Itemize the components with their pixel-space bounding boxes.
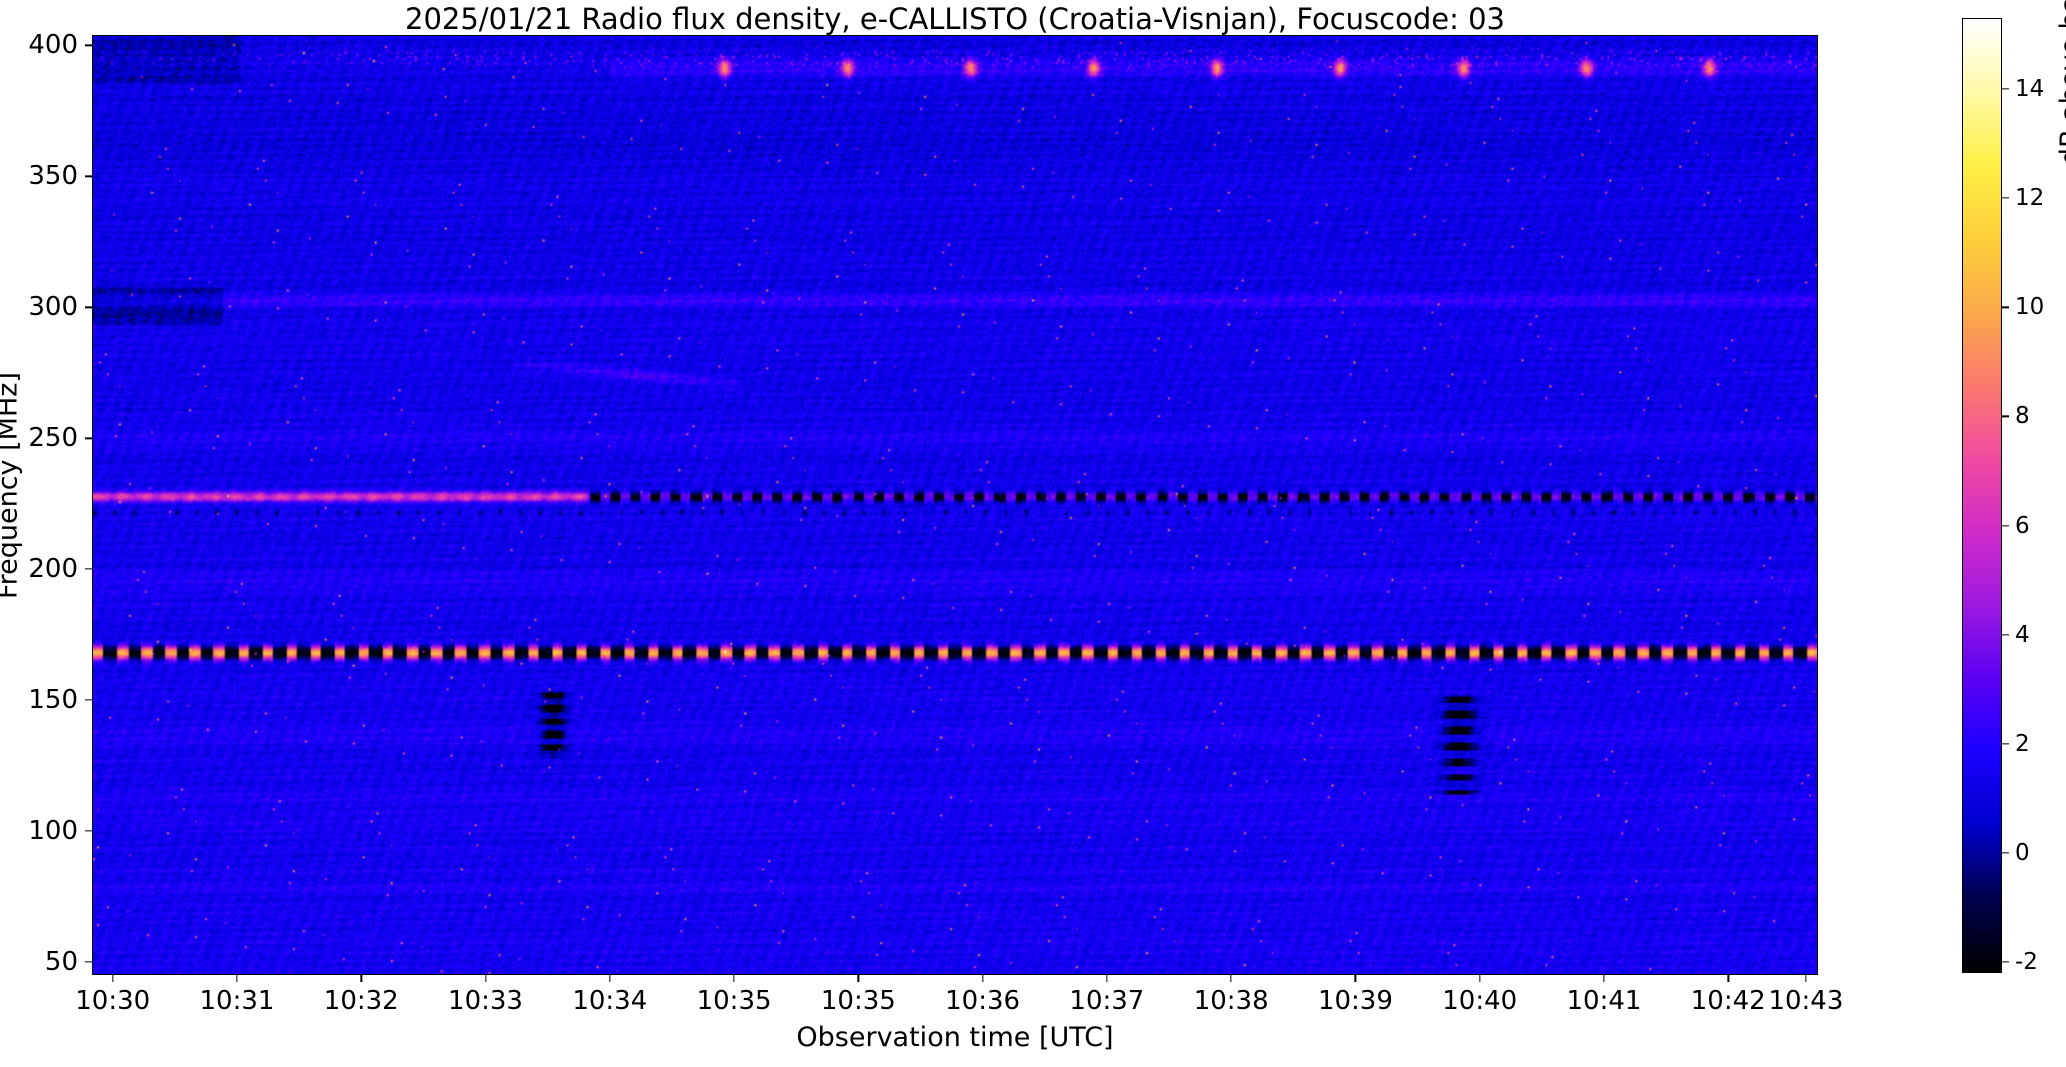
x-tick-mark [1354, 975, 1357, 982]
y-tick-mark [85, 175, 92, 178]
spectrogram-plot-area[interactable] [92, 35, 1818, 975]
colorbar-tick-label: 2 [2015, 730, 2030, 757]
y-tick-label: 350 [28, 161, 78, 192]
colorbar-tick-mark [2002, 961, 2009, 963]
y-tick-mark [85, 830, 92, 832]
y-tick-mark [85, 44, 92, 47]
y-tick-label: 200 [28, 554, 78, 585]
y-tick-label: 400 [28, 30, 78, 61]
x-tick-label: 10:35 [696, 986, 772, 1016]
colorbar: -2 0 2 4 6 8 10 12 14 [1962, 18, 2044, 975]
colorbar-tick-label: 6 [2015, 512, 2030, 539]
x-tick-label: 10:31 [199, 986, 275, 1016]
colorbar-tick-mark [2002, 88, 2009, 90]
colorbar-tick-label: 10 [2015, 294, 2045, 321]
x-tick-mark [1479, 975, 1481, 982]
y-tick-label: 250 [28, 423, 78, 454]
colorbar-tick-label: -2 [2015, 949, 2038, 976]
colorbar-tick-mark [2002, 197, 2009, 199]
colorbar-label: dB above background [2055, 0, 2066, 166]
x-tick-label: 10:39 [1317, 986, 1393, 1016]
colorbar-tick-mark [2002, 634, 2009, 636]
x-tick-label: 10:40 [1442, 986, 1518, 1016]
x-axis: 10:30 10:31 10:32 10:33 10:34 10:35 10:35 10:36… [75, 975, 1843, 1035]
x-tick-label: 10:43 [1768, 986, 1844, 1016]
colorbar-tick-label: 4 [2015, 621, 2030, 648]
x-tick-mark [1106, 975, 1108, 982]
y-tick-mark [85, 699, 92, 701]
y-tick-mark [85, 306, 92, 308]
colorbar-tick-mark [2002, 852, 2009, 854]
colorbar-tick-label: 12 [2015, 185, 2045, 212]
x-tick-mark [1230, 975, 1232, 982]
colorbar-tick-mark [2002, 415, 2009, 418]
x-tick-label: 10:38 [1193, 986, 1269, 1016]
x-tick-label: 10:35 [820, 986, 896, 1016]
colorbar-tick-mark [2002, 524, 2009, 527]
x-tick-label: 10:42 [1690, 986, 1766, 1016]
x-tick-mark [484, 975, 487, 982]
x-tick-label: 10:36 [945, 986, 1021, 1016]
x-tick-mark [857, 975, 859, 982]
x-tick-mark [236, 975, 238, 982]
colorbar-tick-mark [2002, 743, 2009, 745]
colorbar-ticks: -2 0 2 4 6 8 10 12 14 [2002, 18, 2066, 976]
x-tick-mark [1603, 975, 1605, 982]
x-tick-label: 10:32 [323, 986, 399, 1016]
y-axis: 400 350 300 250 200 150 100 50 [0, 30, 92, 977]
x-tick-mark [360, 975, 362, 982]
colorbar-tick-label: 0 [2015, 839, 2030, 866]
y-tick-label: 300 [28, 292, 78, 323]
y-axis-label: Frequency [MHz] [0, 372, 24, 599]
colorbar-tick-mark [2002, 306, 2009, 308]
y-tick-mark [85, 961, 92, 963]
x-tick-mark [1805, 975, 1807, 982]
x-tick-mark [733, 975, 735, 982]
x-tick-label: 10:37 [1069, 986, 1145, 1016]
x-tick-mark [981, 975, 984, 982]
spectrogram-image [93, 36, 1817, 974]
y-tick-mark [85, 437, 92, 439]
x-tick-label: 10:30 [75, 986, 151, 1016]
x-tick-label: 10:41 [1566, 986, 1642, 1016]
y-tick-mark [85, 568, 92, 570]
y-tick-label: 150 [28, 685, 78, 716]
colorbar-tick-label: 14 [2015, 75, 2045, 102]
x-tick-mark [609, 975, 611, 982]
colorbar-tick-label: 8 [2015, 403, 2030, 430]
x-tick-label: 10:33 [448, 986, 523, 1016]
x-tick-mark [112, 975, 114, 982]
x-tick-label: 10:34 [572, 986, 648, 1016]
x-tick-mark [1727, 975, 1729, 982]
x-axis-label: Observation time [UTC] [796, 1022, 1114, 1053]
colorbar-gradient [1962, 18, 2002, 973]
chart-title: 2025/01/21 Radio flux density, e-CALLIST… [405, 2, 1505, 36]
y-tick-label: 50 [44, 946, 78, 977]
y-tick-label: 100 [28, 815, 78, 846]
